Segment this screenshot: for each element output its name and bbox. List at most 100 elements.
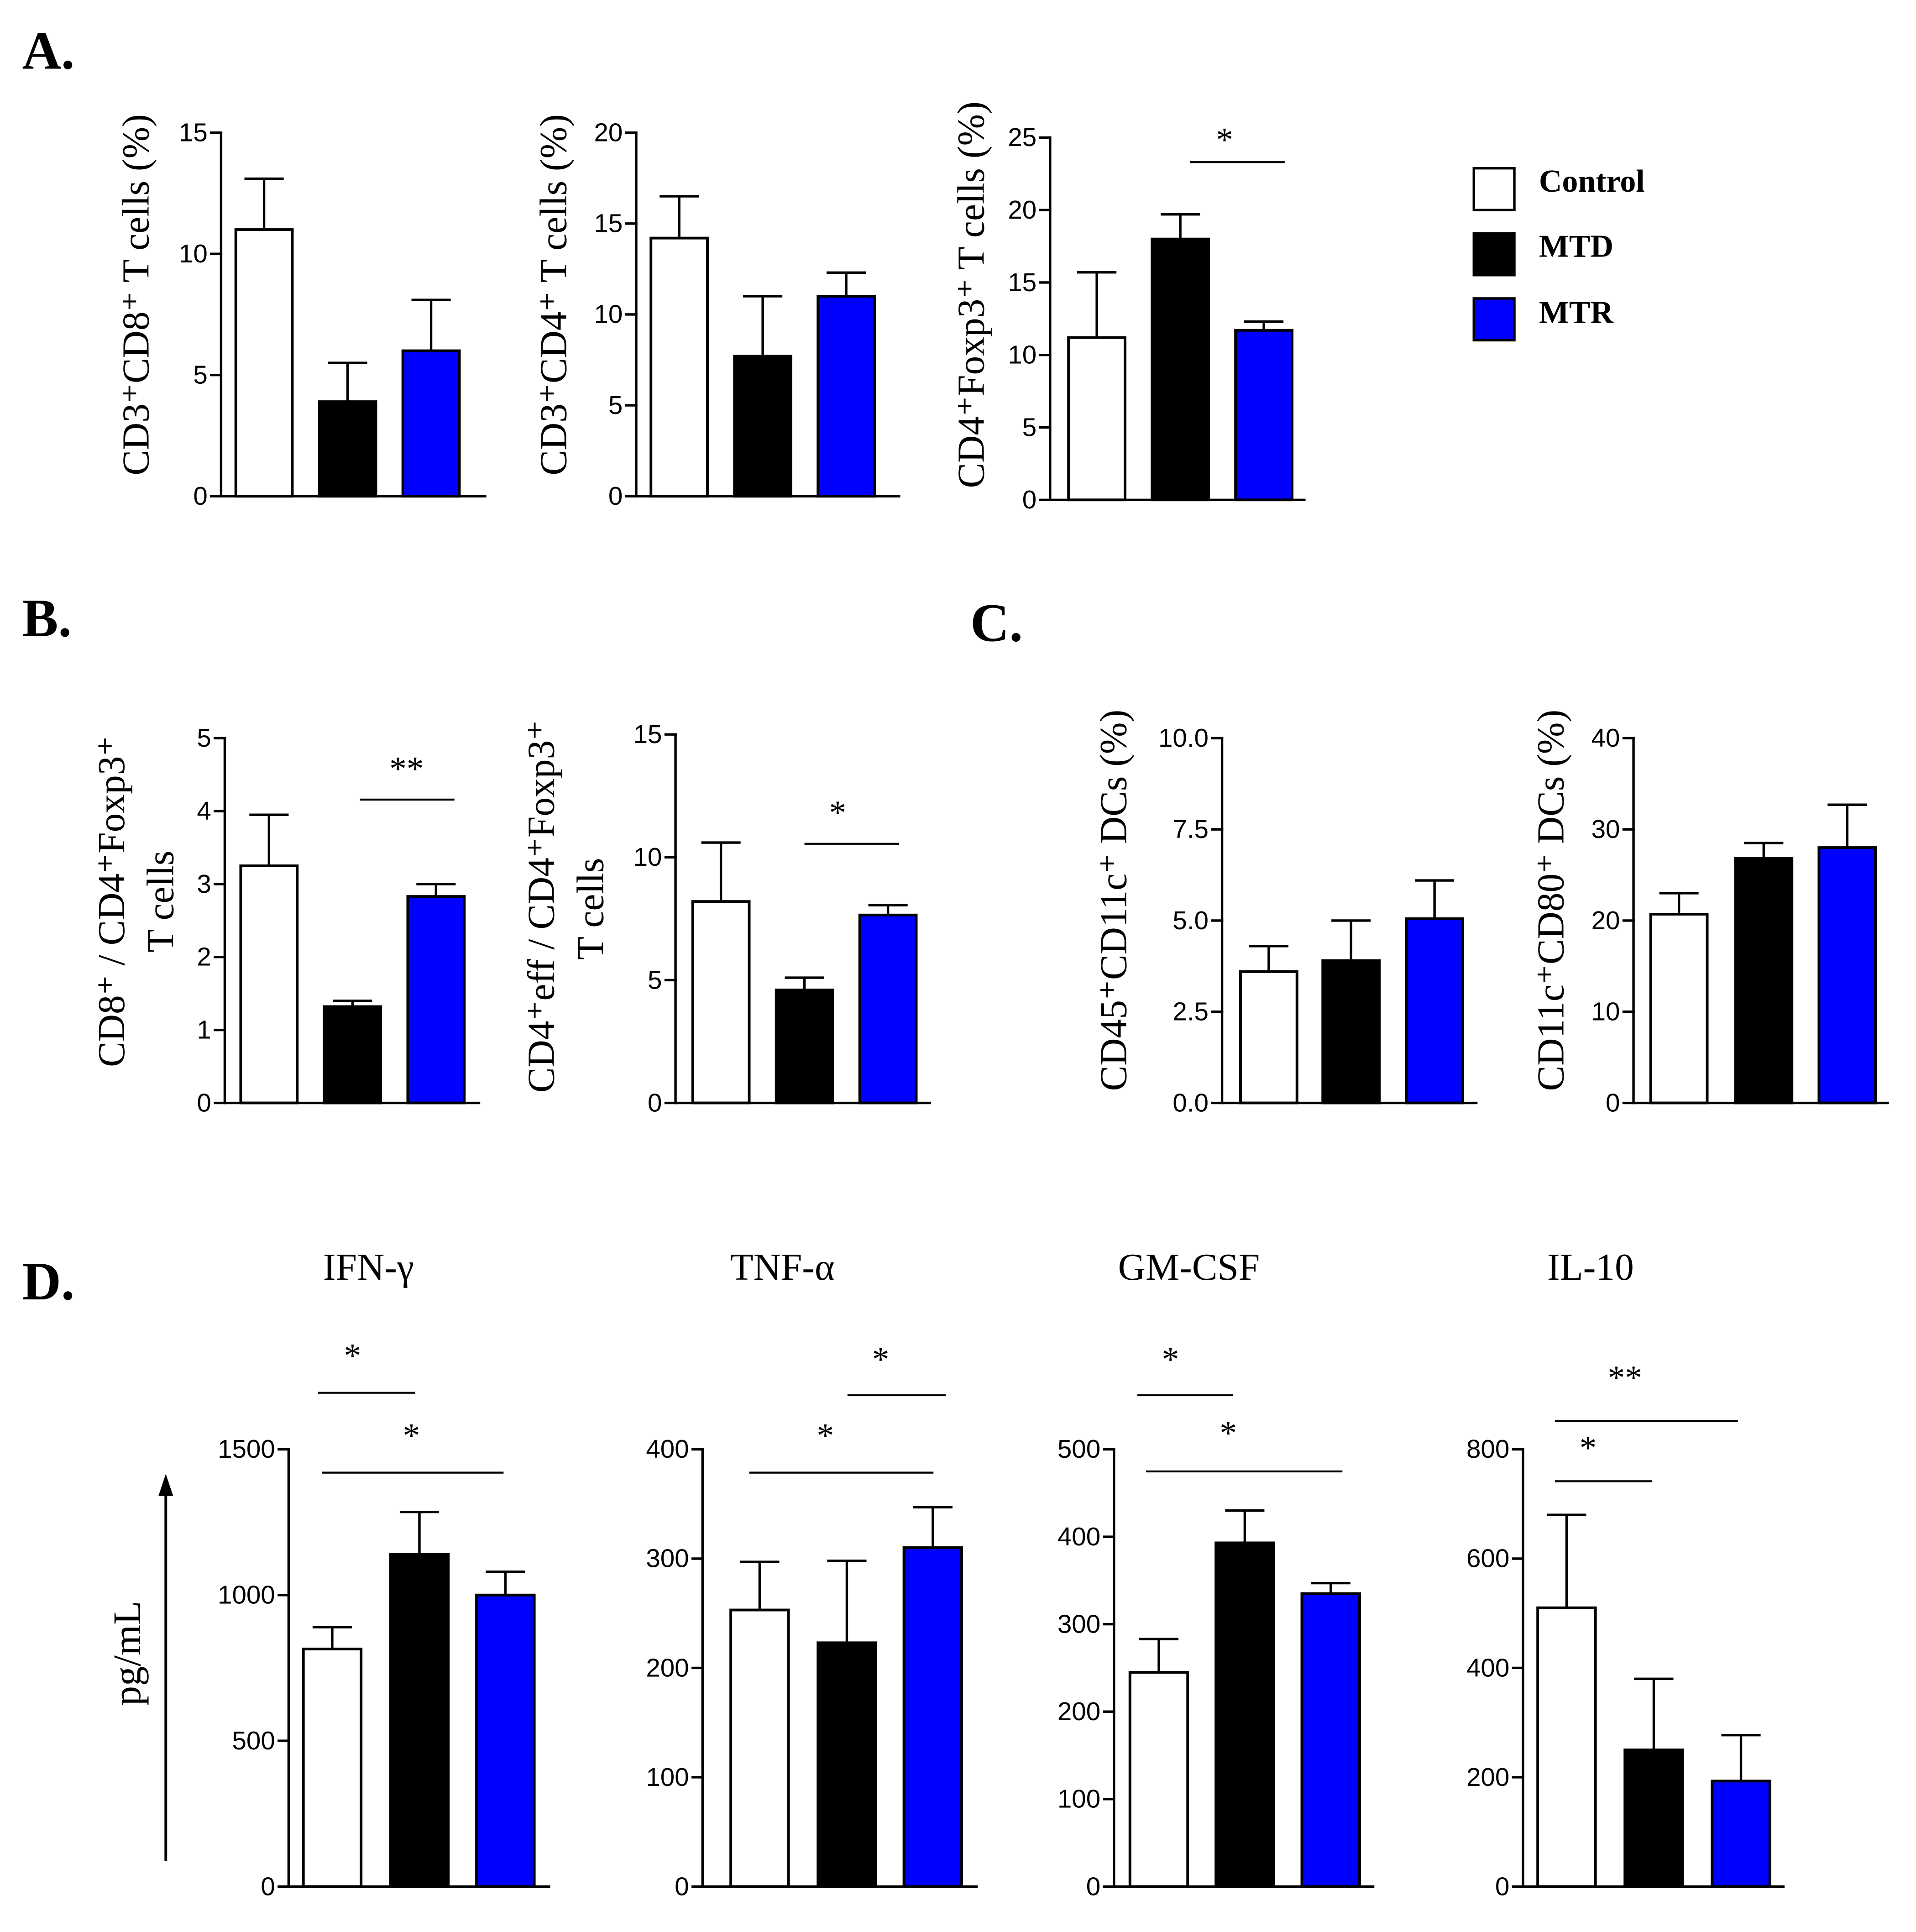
y-tick-label: 15 <box>1008 268 1037 297</box>
bar-mtd <box>775 989 834 1105</box>
y-tick-label: 0 <box>675 1872 689 1901</box>
chart-title: IL-10 <box>1547 1246 1634 1288</box>
bar-mtr <box>817 295 876 498</box>
bar-mtr <box>1300 1592 1361 1888</box>
chart-8: IFN-γ 0 500 1000 1500 * * <box>218 1246 550 1901</box>
bar-mtr <box>1817 846 1877 1105</box>
legend-swatch-mtd <box>1472 232 1516 277</box>
legend-label-control: Control <box>1539 164 1645 199</box>
y-tick-label: 0.0 <box>1173 1088 1209 1117</box>
significance-label: ** <box>1608 1359 1642 1397</box>
y-tick-label: 2.5 <box>1173 997 1209 1026</box>
significance-label: * <box>872 1340 890 1378</box>
y-tick-label: 5 <box>648 965 662 994</box>
bar-mtd <box>1321 959 1381 1105</box>
bar-control <box>729 1608 790 1888</box>
y-tick-label: 0 <box>197 1088 211 1117</box>
bar-control <box>239 864 299 1105</box>
legend-label-mtr: MTR <box>1539 295 1614 330</box>
y-tick-label: 20 <box>1591 906 1620 935</box>
panel-d-ylabel: pg/mL <box>105 1601 149 1706</box>
legend: Control MTD MTR <box>1472 164 1645 342</box>
y-tick-label: 15 <box>179 118 208 147</box>
y-tick-label: 800 <box>1466 1435 1509 1463</box>
y-axis-label: CD45⁺CD11c⁺ DCs (%) <box>1093 710 1135 1091</box>
y-tick-label: 15 <box>633 720 662 749</box>
y-tick-label: 400 <box>1057 1522 1100 1551</box>
y-tick-label: 100 <box>1057 1785 1100 1813</box>
y-tick-label: 200 <box>1466 1763 1509 1791</box>
y-tick-label: 20 <box>594 118 623 147</box>
significance-label: * <box>1162 1340 1179 1378</box>
y-tick-label: 25 <box>1008 123 1037 152</box>
bar-mtr <box>401 349 461 498</box>
chart-2: CD3⁺CD4⁺ T cells (%) 0 5 10 15 20 <box>533 114 900 510</box>
bar-control <box>1649 912 1709 1105</box>
y-axis-label: CD4⁺eff / CD4⁺Foxp3⁺ <box>521 720 563 1093</box>
bar-mtr <box>1405 917 1464 1105</box>
bar-control <box>691 900 751 1105</box>
bar-mtd <box>389 1553 450 1888</box>
chart-title: GM-CSF <box>1118 1246 1260 1288</box>
y-tick-label: 1500 <box>218 1435 275 1463</box>
significance-label: * <box>344 1337 361 1375</box>
y-tick-label: 4 <box>197 796 211 825</box>
significance-label: * <box>829 794 846 832</box>
y-tick-label: 0 <box>608 482 623 510</box>
bar-mtr <box>1234 329 1293 502</box>
bar-control <box>1239 970 1298 1105</box>
bar-control <box>1128 1671 1189 1888</box>
y-tick-label: 0 <box>1495 1872 1509 1901</box>
y-tick-label: 0 <box>1022 485 1037 514</box>
chart-title: TNF-α <box>730 1246 835 1288</box>
significance-label: * <box>1220 1414 1237 1452</box>
y-tick-label: 3 <box>197 869 211 898</box>
bar-mtr <box>406 895 466 1105</box>
y-tick-label: 20 <box>1008 195 1037 224</box>
panel-label-d: D. <box>22 1251 74 1311</box>
bar-mtd <box>1623 1749 1684 1888</box>
y-tick-label: 5 <box>1022 413 1037 441</box>
significance-label: * <box>817 1417 834 1455</box>
y-tick-label: 5 <box>608 391 623 419</box>
y-tick-label: 1 <box>197 1016 211 1044</box>
y-tick-label: 500 <box>232 1726 275 1755</box>
bar-control <box>649 236 709 498</box>
y-tick-label: 10.0 <box>1158 723 1209 752</box>
y-tick-label: 40 <box>1591 723 1620 752</box>
y-tick-label: 400 <box>1466 1653 1509 1682</box>
panel-label-a: A. <box>22 21 74 81</box>
bar-mtd <box>817 1641 877 1888</box>
bar-mtd <box>1151 237 1210 502</box>
y-tick-label: 0 <box>193 482 207 510</box>
y-tick-label: 0 <box>648 1088 662 1117</box>
bar-control <box>1536 1606 1597 1888</box>
y-axis-label: CD4⁺Foxp3⁺ T cells (%) <box>951 101 993 488</box>
y-axis-label: CD11c⁺CD80⁺ DCs (%) <box>1530 710 1572 1091</box>
y-tick-label: 1000 <box>218 1581 275 1609</box>
panel-label-b: B. <box>22 588 72 648</box>
bar-mtr <box>1711 1780 1771 1888</box>
bar-mtr <box>902 1546 963 1888</box>
y-axis-label: T cells <box>570 858 612 960</box>
y-tick-label: 10 <box>179 239 208 268</box>
chart-6: CD45⁺CD11c⁺ DCs (%) 0.0 2.5 5.0 7.5 10.0 <box>1093 710 1478 1117</box>
significance-label: * <box>1580 1429 1597 1467</box>
bar-mtr <box>858 913 918 1105</box>
bar-mtd <box>323 1005 382 1105</box>
y-tick-label: 5.0 <box>1173 906 1209 935</box>
bar-control <box>234 228 294 498</box>
y-tick-label: 300 <box>1057 1609 1100 1638</box>
y-tick-label: 300 <box>646 1544 689 1573</box>
arrow-up-icon <box>158 1474 173 1496</box>
chart-9: TNF-α 0 100 200 300 400 * * <box>646 1246 978 1901</box>
bar-control <box>1067 336 1126 502</box>
bar-mtd <box>318 400 377 498</box>
y-tick-label: 600 <box>1466 1544 1509 1573</box>
y-tick-label: 0 <box>1606 1088 1620 1117</box>
y-tick-label: 0 <box>261 1872 275 1901</box>
y-tick-label: 10 <box>633 843 662 871</box>
